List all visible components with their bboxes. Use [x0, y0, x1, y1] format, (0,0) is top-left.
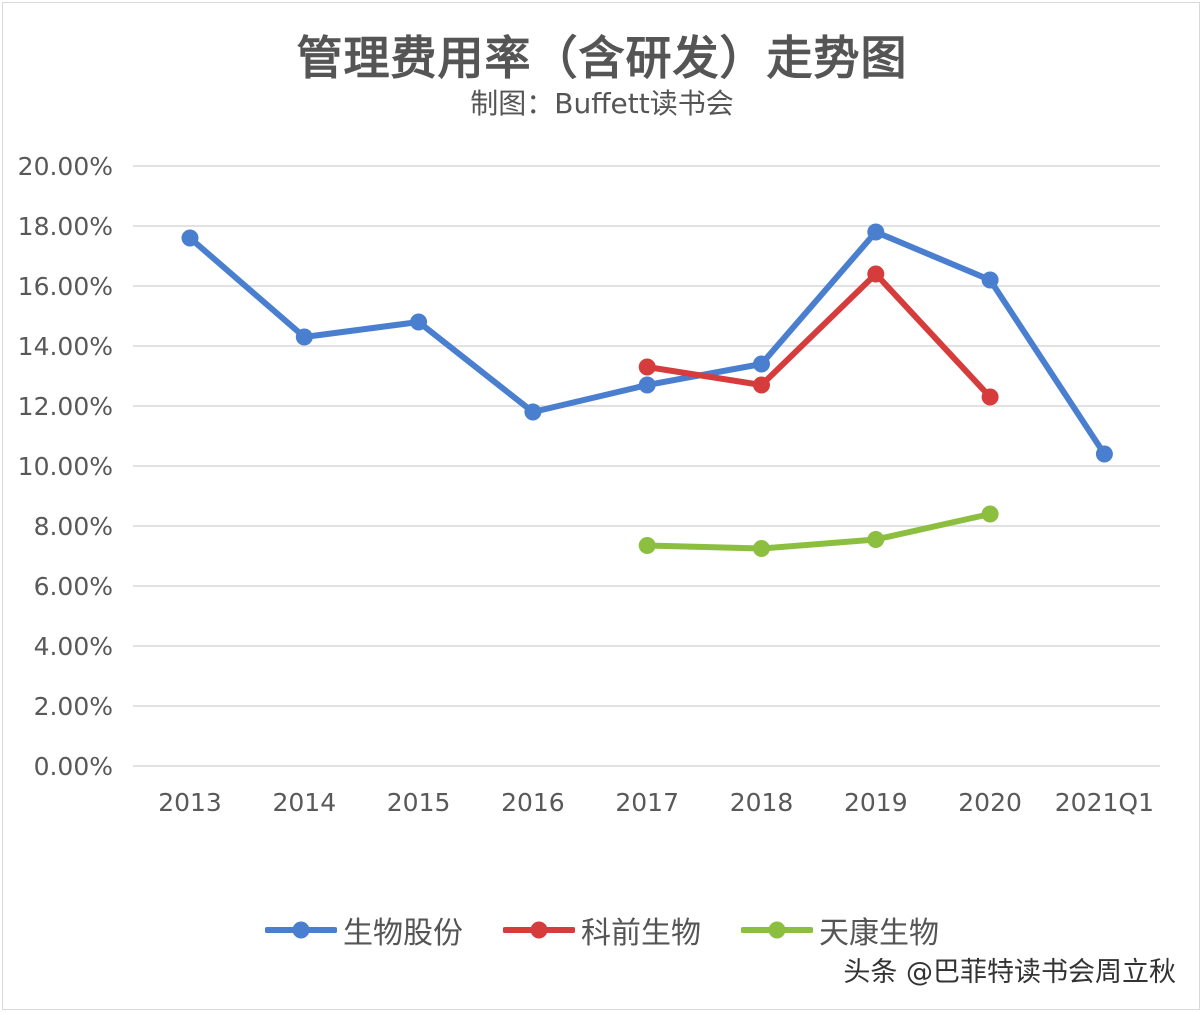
- legend-swatch-marker: [530, 921, 548, 939]
- x-tick-label: 2020: [958, 788, 1022, 817]
- legend-swatch: [265, 921, 337, 939]
- data-point: [638, 537, 656, 554]
- data-point: [981, 505, 999, 523]
- x-tick-label: 2013: [158, 788, 222, 817]
- legend-swatch: [503, 921, 575, 939]
- x-tick-label: 2019: [844, 788, 908, 817]
- watermark-text: 头条 @巴菲特读书会周立秋: [843, 957, 1176, 988]
- legend-item-1: 科前生物: [503, 908, 701, 952]
- y-tick-label: 20.00%: [18, 152, 113, 181]
- data-point: [295, 328, 313, 346]
- legend-swatch: [741, 921, 813, 939]
- chart-subtitle: 制图：Buffett读书会: [470, 87, 734, 120]
- y-tick-label: 2.00%: [34, 692, 113, 721]
- y-tick-label: 10.00%: [18, 452, 113, 481]
- chart-legend: 生物股份 科前生物 天康生物: [0, 908, 1204, 952]
- y-tick-label: 8.00%: [34, 512, 113, 541]
- series-line-0: [187, 229, 1108, 457]
- legend-label: 天康生物: [819, 916, 939, 951]
- legend-swatch-marker: [768, 921, 786, 939]
- data-point: [867, 531, 885, 548]
- x-tick-label: 2018: [730, 788, 794, 817]
- series-line-1: [644, 271, 994, 400]
- data-point: [981, 271, 999, 289]
- data-point: [753, 355, 770, 373]
- data-point: [524, 403, 542, 421]
- data-point: [1095, 445, 1113, 463]
- legend-label: 科前生物: [581, 916, 701, 951]
- data-point: [410, 313, 428, 331]
- data-point: [638, 376, 656, 394]
- y-tick-label: 18.00%: [18, 212, 113, 241]
- y-tick-label: 4.00%: [34, 632, 113, 661]
- x-tick-label: 2021Q1: [1055, 788, 1154, 817]
- y-tick-label: 6.00%: [34, 572, 113, 601]
- x-tick-label: 2015: [387, 788, 451, 817]
- x-tick-label: 2014: [272, 788, 336, 817]
- data-point: [753, 376, 770, 394]
- data-point: [181, 229, 199, 247]
- data-point: [981, 388, 999, 406]
- data-point: [753, 540, 770, 557]
- x-tick-label: 2016: [501, 788, 565, 817]
- y-tick-label: 14.00%: [18, 332, 113, 361]
- legend-item-0: 生物股份: [265, 908, 463, 952]
- data-point: [867, 265, 885, 283]
- y-tick-label: 16.00%: [18, 272, 113, 301]
- data-point: [638, 358, 656, 376]
- series-line-2: [644, 511, 994, 552]
- y-tick-label: 0.00%: [34, 752, 113, 781]
- y-tick-label: 12.00%: [18, 392, 113, 421]
- x-tick-label: 2017: [615, 788, 679, 817]
- legend-swatch-marker: [292, 921, 310, 939]
- legend-label: 生物股份: [343, 916, 463, 951]
- legend-item-2: 天康生物: [741, 908, 939, 952]
- chart-title: 管理费用率（含研发）走势图: [296, 31, 908, 85]
- data-point: [867, 223, 885, 241]
